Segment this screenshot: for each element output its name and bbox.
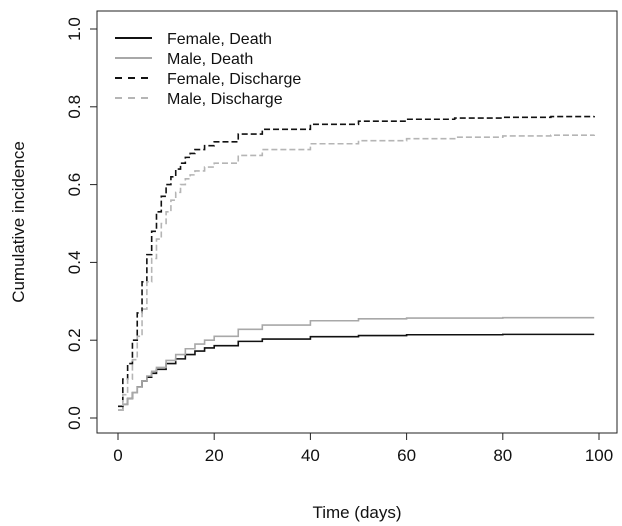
y-tick-label: 0.2 [65, 328, 84, 352]
x-axis-label: Time (days) [312, 503, 401, 522]
y-axis: 0.0 0.2 0.4 0.6 0.8 1.0 [65, 17, 97, 430]
y-axis-label: Cumulative incidence [9, 141, 28, 303]
x-axis: 0 20 40 60 80 100 [113, 433, 613, 465]
x-tick-label: 20 [205, 446, 224, 465]
y-tick-label: 0.8 [65, 95, 84, 119]
legend: Female, Death Male, Death Female, Discharg… [115, 31, 301, 108]
plot-frame [96, 10, 618, 434]
x-tick-label: 40 [301, 446, 320, 465]
x-tick-label: 80 [493, 446, 512, 465]
legend-label-male-death: Male, Death [167, 51, 253, 68]
series-line-male-discharge [118, 134, 595, 412]
x-tick-label: 100 [585, 446, 613, 465]
series-layer [118, 115, 595, 412]
legend-label-female-discharge: Female, Discharge [167, 71, 301, 88]
y-tick-label: 0.4 [65, 251, 84, 275]
y-tick-label: 0.0 [65, 406, 84, 430]
legend-label-male-discharge: Male, Discharge [167, 91, 283, 108]
x-tick-label: 60 [397, 446, 416, 465]
y-tick-label: 0.6 [65, 173, 84, 197]
x-tick-label: 0 [113, 446, 122, 465]
series-line-male-death [118, 316, 595, 412]
y-tick-label: 1.0 [65, 17, 84, 41]
legend-label-female-death: Female, Death [167, 31, 272, 48]
